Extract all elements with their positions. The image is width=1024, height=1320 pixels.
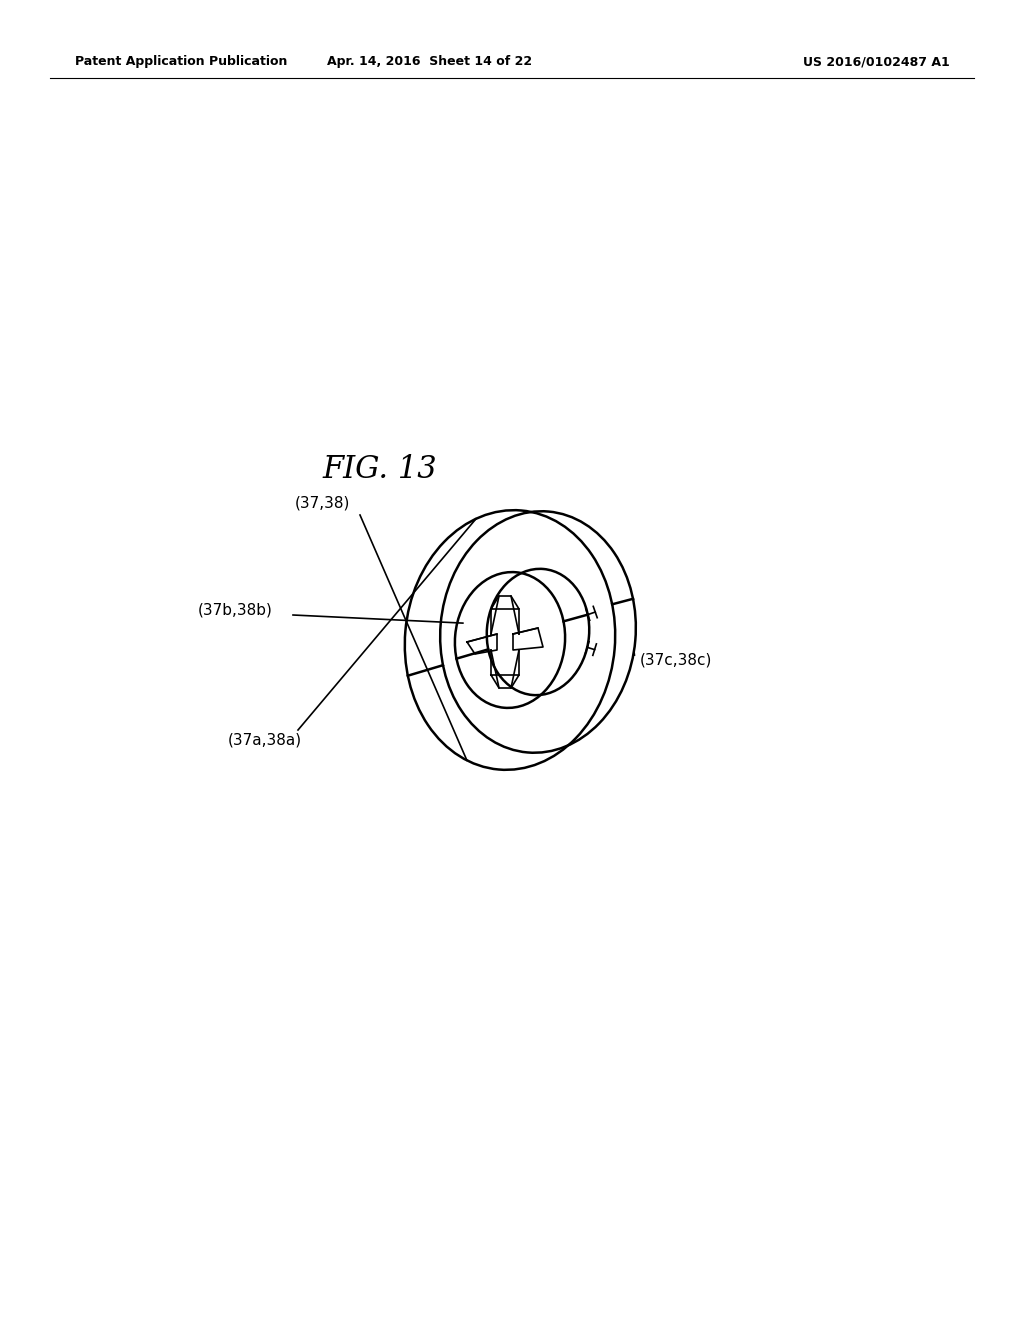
Text: Patent Application Publication: Patent Application Publication xyxy=(75,55,288,69)
Text: Apr. 14, 2016  Sheet 14 of 22: Apr. 14, 2016 Sheet 14 of 22 xyxy=(328,55,532,69)
Text: (37,38): (37,38) xyxy=(295,495,350,511)
Text: US 2016/0102487 A1: US 2016/0102487 A1 xyxy=(803,55,950,69)
Text: FIG. 13: FIG. 13 xyxy=(323,454,437,486)
Text: (37b,38b): (37b,38b) xyxy=(198,602,272,618)
Text: (37c,38c): (37c,38c) xyxy=(640,652,713,668)
Text: (37a,38a): (37a,38a) xyxy=(228,733,302,747)
